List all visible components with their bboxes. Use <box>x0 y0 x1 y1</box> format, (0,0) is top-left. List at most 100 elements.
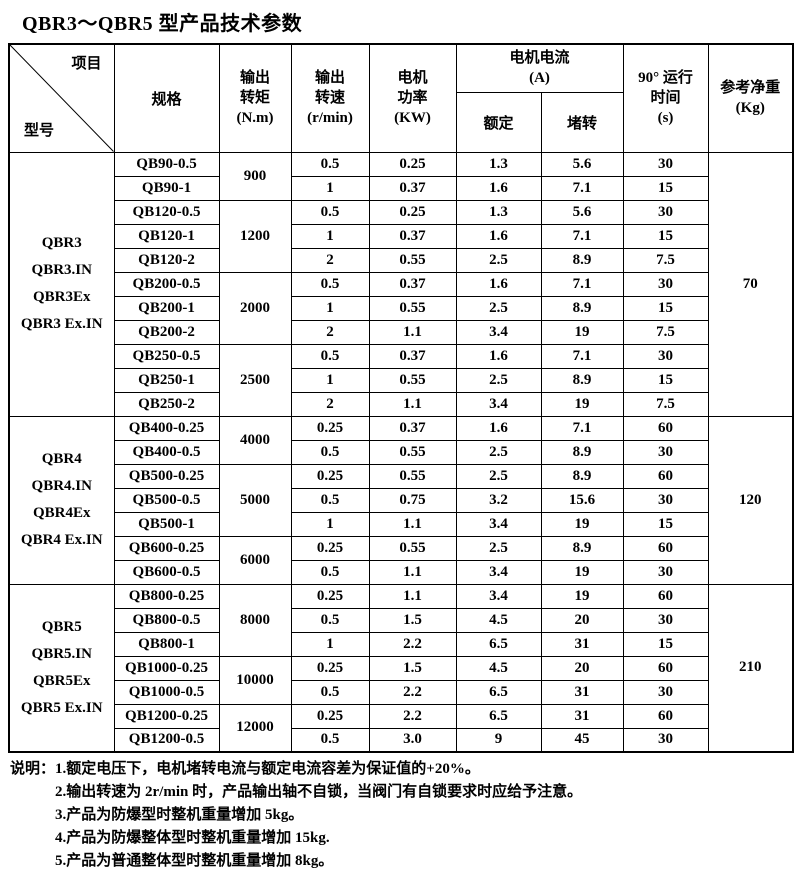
power-cell: 3.0 <box>368 727 457 753</box>
stall-current-cell: 31 <box>540 679 624 705</box>
power-cell: 0.37 <box>368 175 457 201</box>
time-cell: 30 <box>622 271 709 297</box>
spec-cell: QB800-0.25 <box>113 583 220 609</box>
spec-cell: QB800-1 <box>113 631 220 657</box>
time-cell: 15 <box>622 631 709 657</box>
table-row: QB120-0.5 1200 0.5 0.25 1.3 5.6 30 <box>9 199 793 273</box>
stall-current-cell: 5.6 <box>540 151 624 177</box>
spec-cell: QB250-0.5 <box>113 343 220 369</box>
power-cell: 0.55 <box>368 535 457 561</box>
stall-current-cell: 8.9 <box>540 367 624 393</box>
time-cell: 60 <box>622 703 709 729</box>
spec-cell: QB90-0.5 <box>113 151 220 177</box>
header-ref-weight: 参考净重 (Kg) <box>707 43 794 153</box>
weight-cell: 120 <box>707 415 794 585</box>
power-cell: 1.5 <box>368 655 457 681</box>
spec-cell: QB1200-0.25 <box>113 703 220 729</box>
power-cell: 0.37 <box>368 223 457 249</box>
rated-current-cell: 1.6 <box>455 223 542 249</box>
rated-current-cell: 6.5 <box>455 703 542 729</box>
spec-cell: QB800-0.5 <box>113 607 220 633</box>
power-cell: 0.55 <box>368 247 457 273</box>
time-cell: 60 <box>622 415 709 441</box>
notes-label: 说明： <box>10 761 56 777</box>
table-row: QB250-0.5 2500 0.5 0.37 1.6 7.1 30 <box>9 343 793 417</box>
rated-current-cell: 3.4 <box>455 559 542 585</box>
power-cell: 0.75 <box>368 487 457 513</box>
corner-inner: 项目 型号 <box>10 45 114 152</box>
power-cell: 0.55 <box>368 295 457 321</box>
spec-cell: QB120-0.5 <box>113 199 220 225</box>
spec-table-body: QBR3 QBR3.IN QBR3Ex QBR3 Ex.IN QB90-0.5 90… <box>8 151 794 753</box>
speed-cell: 0.5 <box>290 679 370 705</box>
spec-cell: QB500-1 <box>113 511 220 537</box>
time-cell: 60 <box>622 655 709 681</box>
spec-cell: QB200-0.5 <box>113 271 220 297</box>
rated-current-cell: 3.4 <box>455 583 542 609</box>
rated-current-cell: 3.4 <box>455 391 542 417</box>
speed-cell: 0.5 <box>290 487 370 513</box>
time-cell: 7.5 <box>622 319 709 345</box>
stall-current-cell: 8.9 <box>540 295 624 321</box>
stall-current-cell: 31 <box>540 703 624 729</box>
speed-cell: 1 <box>290 175 370 201</box>
spec-cell: QB1200-0.5 <box>113 727 220 753</box>
speed-cell: 0.25 <box>290 415 370 441</box>
table-header: 项目 型号 规格 输出 转矩 (N.m) 输出 转速 (r/min) 电机 功率… <box>8 43 794 153</box>
stall-current-cell: 7.1 <box>540 415 624 441</box>
weight-cell: 70 <box>707 151 794 417</box>
speed-cell: 0.25 <box>290 535 370 561</box>
speed-cell: 0.5 <box>290 343 370 369</box>
power-cell: 0.55 <box>368 463 457 489</box>
table-row: QB500-0.25 5000 0.25 0.55 2.5 8.9 60 <box>9 463 793 537</box>
power-cell: 0.55 <box>368 367 457 393</box>
time-cell: 15 <box>622 295 709 321</box>
note-line-3: 3.产品为防爆型时整机重量增加 5kg。 <box>55 807 304 823</box>
rated-current-cell: 4.5 <box>455 655 542 681</box>
rated-current-cell: 2.5 <box>455 535 542 561</box>
speed-cell: 0.5 <box>290 199 370 225</box>
power-cell: 0.25 <box>368 151 457 177</box>
power-cell: 1.1 <box>368 319 457 345</box>
header-spec: 规格 <box>113 43 220 153</box>
speed-cell: 0.5 <box>290 271 370 297</box>
spec-cell: QB120-2 <box>113 247 220 273</box>
rated-current-cell: 1.3 <box>455 199 542 225</box>
time-cell: 60 <box>622 463 709 489</box>
time-cell: 30 <box>622 559 709 585</box>
stall-current-cell: 8.9 <box>540 247 624 273</box>
table-row: QB200-0.5 2000 0.5 0.37 1.6 7.1 30 <box>9 271 793 345</box>
header-output-speed: 输出 转速 (r/min) <box>290 43 370 153</box>
header-motor-current: 电机电流 (A) <box>455 43 624 93</box>
table-row: QBR5 QBR5.IN QBR5Ex QBR5 Ex.IN QB800-0.25… <box>8 583 794 753</box>
rated-current-cell: 1.6 <box>455 415 542 441</box>
rated-current-cell: 3.4 <box>455 511 542 537</box>
time-cell: 30 <box>622 727 709 753</box>
time-cell: 7.5 <box>622 247 709 273</box>
stall-current-cell: 45 <box>540 727 624 753</box>
rated-current-cell: 1.6 <box>455 175 542 201</box>
corner-label-model: 型号 <box>24 122 55 139</box>
spec-cell: QB500-0.5 <box>113 487 220 513</box>
header-current-stall: 堵转 <box>540 91 624 153</box>
spec-cell: QB200-1 <box>113 295 220 321</box>
rated-current-cell: 1.6 <box>455 271 542 297</box>
speed-cell: 1 <box>290 367 370 393</box>
spec-cell: QB90-1 <box>113 175 220 201</box>
stall-current-cell: 8.9 <box>540 463 624 489</box>
torque-cell: 900 <box>218 151 292 201</box>
table-row: QB90-1 1 0.37 1.6 7.1 15 <box>9 175 793 201</box>
note-lines: 1.额定电压下，电机堵转电流与额定电流容差为保证值的+20%。 2.输出转速为 … <box>55 758 800 870</box>
torque-cell: 4000 <box>218 415 292 465</box>
stall-current-cell: 7.1 <box>540 223 624 249</box>
torque-cell: 5000 <box>218 463 292 537</box>
table-row: QB250-2 2 1.1 3.4 19 7.5 <box>9 391 793 417</box>
torque-cell: 2000 <box>218 271 292 345</box>
stall-current-cell: 5.6 <box>540 199 624 225</box>
note-line-2: 2.输出转速为 2r/min 时，产品输出轴不自锁，当阀门有自锁要求时应给予注意… <box>55 784 583 800</box>
page-title: QBR3～QBR5 型产品技术参数 <box>22 13 303 35</box>
note-line-4: 4.产品为防爆整体型时整机重量增加 15kg. <box>55 830 330 846</box>
time-cell: 7.5 <box>622 391 709 417</box>
stall-current-cell: 7.1 <box>540 175 624 201</box>
table-row: QB1000-0.25 10000 0.25 1.5 4.5 20 60 <box>9 655 793 705</box>
